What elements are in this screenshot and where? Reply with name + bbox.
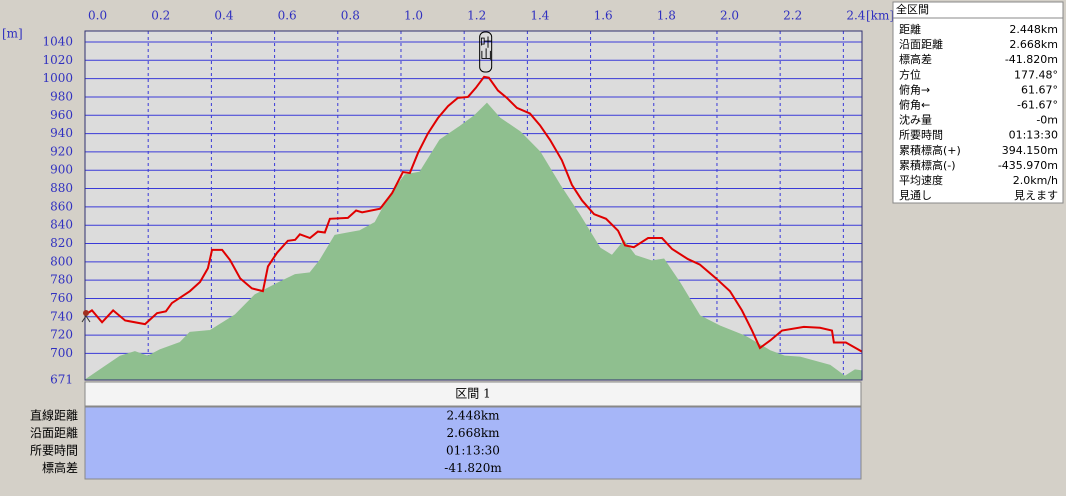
y-unit: [m] bbox=[2, 27, 23, 41]
section-label: 標高差 bbox=[42, 460, 78, 475]
x-tick-label: 0.0 bbox=[88, 9, 107, 23]
x-tick-label: 0.6 bbox=[278, 9, 297, 23]
summary-label: 所要時間 bbox=[899, 129, 943, 142]
summary-panel: 全区間 距離 2.448km 沿面距離 2.668km 標高差 -41.820m 方位 177… bbox=[892, 1, 1064, 204]
x-tick-label: 0.2 bbox=[151, 9, 170, 23]
x-tick-label: 1.8 bbox=[657, 9, 676, 23]
summary-label: 沿面距離 bbox=[899, 37, 943, 51]
annotation-icon bbox=[479, 31, 493, 73]
section-body bbox=[84, 406, 862, 480]
section-label: 所要時間 bbox=[30, 444, 78, 458]
plot bbox=[84, 31, 863, 381]
summary-label: 累積標高(+) bbox=[899, 143, 961, 157]
start-marker bbox=[81, 310, 91, 323]
section-value: 2.668km bbox=[446, 426, 500, 440]
summary-label: 俯角→ bbox=[899, 82, 930, 96]
x-tick-label: 0.8 bbox=[341, 9, 360, 23]
summary-value: 01:13:30 bbox=[1009, 129, 1058, 142]
x-tick-label: 1.0 bbox=[404, 9, 423, 23]
summary-label: 沈み量 bbox=[899, 113, 932, 127]
elevation-line bbox=[84, 75, 863, 353]
y-tick-label: 1000 bbox=[42, 71, 73, 85]
summary-value: 2.668km bbox=[1009, 38, 1058, 51]
section-header-box bbox=[84, 381, 862, 407]
y-tick-label: 940 bbox=[50, 126, 73, 140]
x-tick-label: 1.6 bbox=[594, 9, 613, 23]
y-tick-label: 720 bbox=[50, 328, 73, 342]
area-outline bbox=[84, 102, 863, 381]
summary-value: 2.0km/h bbox=[1013, 174, 1058, 187]
x-tick-label: 2.0 bbox=[720, 9, 739, 23]
x-tick-label: 0.4 bbox=[214, 9, 233, 23]
summary-value: 見えます bbox=[1014, 189, 1058, 202]
y-tick-label: 760 bbox=[50, 291, 73, 305]
y-tick-label: 920 bbox=[50, 144, 73, 158]
y-tick-label: 700 bbox=[50, 346, 73, 360]
y-tick-label: 740 bbox=[50, 309, 73, 323]
section-panel: 区間 1 直線距離 2.448km 沿面距離 2.668km 所要時間 01:13:30 標… bbox=[30, 381, 862, 480]
summary-rows: 距離 2.448km 沿面距離 2.668km 標高差 -41.820m 方位 177.48°… bbox=[899, 22, 1058, 202]
y-tick-label: 960 bbox=[50, 108, 73, 122]
section-value: 01:13:30 bbox=[446, 444, 500, 458]
section-value: -41.820m bbox=[444, 461, 502, 475]
x-unit: [km] bbox=[866, 9, 894, 23]
x-tick-label: 1.4 bbox=[530, 9, 549, 23]
summary-label: 距離 bbox=[899, 22, 921, 36]
summary-value: 61.67° bbox=[1021, 83, 1058, 96]
summary-value: -41.820m bbox=[1005, 53, 1058, 66]
summary-label: 平均速度 bbox=[899, 173, 943, 187]
y-tick-label: 840 bbox=[50, 218, 73, 232]
summary-label: 標高差 bbox=[899, 52, 932, 66]
y-tick-label: 780 bbox=[50, 273, 73, 287]
summary-label: 見通し bbox=[899, 189, 932, 202]
y-tick-label: 671 bbox=[50, 373, 73, 387]
x-tick-label: 2.4 bbox=[846, 9, 865, 23]
summary-value: -61.67° bbox=[1017, 99, 1058, 112]
y-tick-label: 800 bbox=[50, 254, 73, 268]
summary-box bbox=[892, 1, 1064, 204]
y-tick-label: 1040 bbox=[42, 34, 73, 48]
summary-value: 177.48° bbox=[1014, 68, 1058, 81]
summary-label: 方位 bbox=[899, 67, 921, 81]
section-value: 2.448km bbox=[446, 409, 500, 423]
x-tick-label: 1.2 bbox=[467, 9, 486, 23]
summary-title: 全区間 bbox=[896, 2, 929, 16]
summary-label: 累積標高(-) bbox=[899, 158, 956, 172]
section-label: 沿面距離 bbox=[30, 426, 78, 440]
summary-value: 2.448km bbox=[1009, 23, 1058, 36]
plot-border bbox=[84, 30, 863, 381]
summary-value: 394.150m bbox=[1002, 144, 1058, 157]
y-tick-label: 1020 bbox=[42, 53, 73, 67]
summary-value: -0m bbox=[1036, 114, 1058, 127]
y-tick-label: 980 bbox=[50, 89, 73, 103]
summary-label: 俯角← bbox=[899, 98, 930, 112]
x-tick-label: 2.2 bbox=[783, 9, 802, 23]
y-tick-label: 860 bbox=[50, 199, 73, 213]
section-header: 区間 1 bbox=[455, 387, 490, 401]
area-fill bbox=[85, 103, 862, 380]
section-rows: 直線距離 2.448km 沿面距離 2.668km 所要時間 01:13:30 標高差 -41… bbox=[30, 408, 502, 476]
annotation: 叶山 bbox=[479, 36, 493, 60]
y-tick-label: 900 bbox=[50, 163, 73, 177]
summary-value: -435.970m bbox=[998, 159, 1058, 172]
y-tick-label: 820 bbox=[50, 236, 73, 250]
section-label: 直線距離 bbox=[30, 408, 78, 423]
y-tick-label: 880 bbox=[50, 181, 73, 195]
